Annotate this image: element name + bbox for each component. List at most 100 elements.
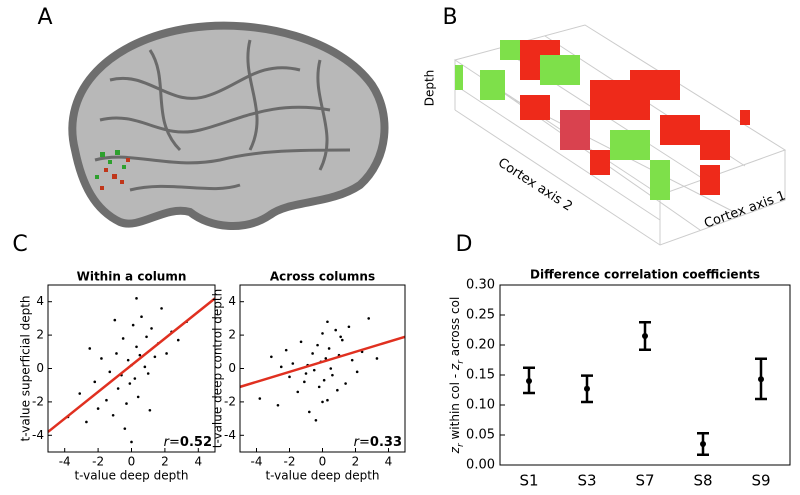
point <box>176 338 180 342</box>
x-tick-label: -2 <box>284 455 296 469</box>
annotation-value: 0.33 <box>370 435 402 450</box>
point <box>317 385 321 389</box>
x-tick-label: S9 <box>751 472 770 490</box>
y-tick-label: 0.30 <box>466 278 495 293</box>
y-axis-label-part: r <box>456 442 466 447</box>
y-tick-label: 0.25 <box>466 308 495 323</box>
point <box>339 335 342 339</box>
point <box>303 380 306 384</box>
point <box>145 335 148 339</box>
x-tick-label: 4 <box>385 455 393 469</box>
y-axis-label: t-value superficial depth <box>19 295 33 441</box>
point <box>123 427 127 430</box>
y-tick-label: -2 <box>32 394 44 408</box>
point <box>121 337 125 340</box>
annotation-symbol: r <box>354 435 361 450</box>
point <box>355 370 359 374</box>
point <box>326 398 329 402</box>
point <box>350 358 354 362</box>
point <box>165 352 168 355</box>
point <box>288 375 291 379</box>
point <box>336 388 339 392</box>
point <box>327 347 331 350</box>
point <box>758 376 764 383</box>
point <box>284 348 288 352</box>
y-tick-label: 4 <box>228 294 236 308</box>
y-axis-label: zr within col - zr across col <box>448 297 466 455</box>
annotation-symbol: r <box>164 435 171 450</box>
point <box>126 358 130 362</box>
point <box>347 325 351 329</box>
y-tick-label: -4 <box>224 428 236 442</box>
point <box>153 355 157 359</box>
point <box>100 357 103 360</box>
y-axis-label-part: z <box>448 363 462 371</box>
point <box>140 315 143 319</box>
x-tick-label: 2 <box>161 455 169 469</box>
x-axis-label: t-value deep depth <box>265 469 379 483</box>
point <box>304 372 308 375</box>
point <box>316 343 319 347</box>
y-tick-label: 0.00 <box>466 458 495 473</box>
panel-label: B <box>442 5 457 30</box>
point <box>299 340 303 344</box>
point <box>258 397 262 400</box>
point <box>133 377 137 380</box>
point <box>160 307 163 310</box>
point <box>642 333 648 339</box>
point <box>115 352 118 355</box>
point <box>105 398 108 402</box>
point <box>700 441 706 447</box>
point <box>334 328 338 332</box>
point <box>148 408 152 412</box>
axes-frame <box>499 284 791 466</box>
point <box>113 318 117 322</box>
point <box>135 345 138 349</box>
point <box>135 297 138 300</box>
point <box>128 382 132 385</box>
point <box>308 410 311 414</box>
panel-label: A <box>37 5 52 30</box>
brain-image <box>68 21 389 230</box>
point <box>344 382 347 385</box>
point <box>322 378 326 382</box>
x-axis-label: t-value deep depth <box>74 469 188 483</box>
annotation-sep: = <box>359 435 370 450</box>
x-tick-label: S8 <box>693 472 712 490</box>
x-tick-label: 0 <box>319 455 327 469</box>
annotation: r=0.52 <box>164 435 212 450</box>
y-tick-label: 0 <box>228 361 236 375</box>
point <box>311 352 314 355</box>
point <box>138 353 142 357</box>
point <box>321 332 324 335</box>
point <box>324 357 328 360</box>
y-axis-label-part: z <box>448 446 462 454</box>
point <box>125 402 128 405</box>
axis-label: Cortex axis 2 <box>495 155 575 214</box>
fit-line <box>239 335 406 389</box>
point <box>93 380 97 384</box>
chart-title: Difference correlation coefficients <box>530 268 760 282</box>
x-tick-label: 4 <box>194 455 202 469</box>
fit-line <box>47 297 216 433</box>
point <box>296 390 300 394</box>
point <box>116 387 120 390</box>
point <box>96 407 100 410</box>
x-tick-label: 2 <box>352 455 360 469</box>
point <box>367 317 371 320</box>
panel-label: D <box>456 232 473 257</box>
point <box>111 413 115 417</box>
x-tick-label: -2 <box>92 455 104 469</box>
point <box>326 320 329 324</box>
x-tick-label: S1 <box>519 472 538 490</box>
chart-title: Across columns <box>270 270 375 284</box>
point <box>341 338 344 342</box>
point <box>136 395 140 399</box>
x-tick-label: S3 <box>577 472 596 490</box>
point <box>279 365 283 369</box>
point <box>146 372 150 375</box>
point <box>375 357 379 360</box>
point <box>329 367 333 370</box>
